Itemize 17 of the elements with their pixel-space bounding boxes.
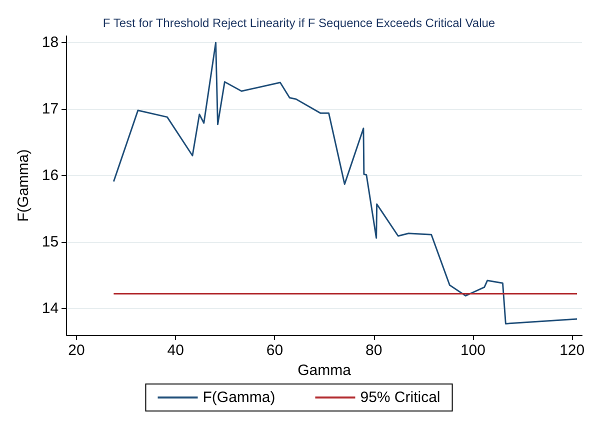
- y-tick-label: 18: [42, 34, 59, 52]
- y-tick-label: 16: [42, 167, 59, 184]
- legend-label: F(Gamma): [202, 389, 276, 406]
- line-series: [112, 42, 578, 324]
- x-tick-label: 40: [167, 342, 184, 359]
- y-axis-title: F(Gamma): [15, 149, 32, 222]
- y-tick-label: 17: [42, 100, 59, 118]
- chart-title: F Test for Threshold Reject Linearity if F Sequence Exceeds Critical Value: [102, 16, 496, 30]
- x-tick-label: 20: [68, 342, 85, 359]
- y-tick-label: 14: [42, 300, 59, 317]
- y-tick-label: 15: [42, 233, 59, 250]
- legend-label: 95% Critical: [360, 389, 440, 406]
- x-tick-label: 80: [366, 342, 382, 359]
- x-axis-title: Gamma: [298, 362, 352, 379]
- x-tick-label: 100: [460, 342, 486, 359]
- x-tick-label: 60: [266, 342, 284, 359]
- x-tick-label: 120: [560, 342, 585, 359]
